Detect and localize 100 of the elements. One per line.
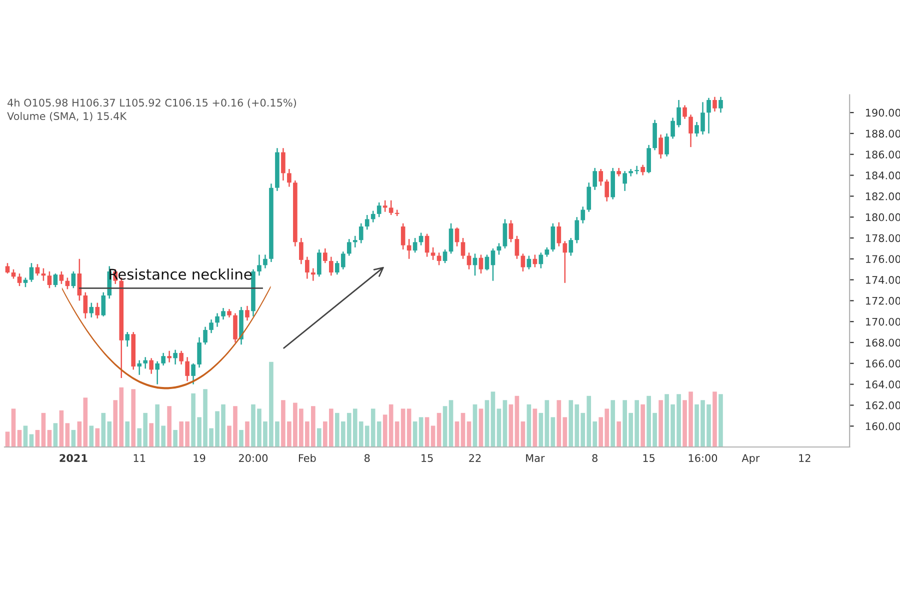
candlestick: [388, 200, 394, 216]
candlestick: [263, 254, 268, 269]
bar: [430, 426, 436, 447]
candlestick: [586, 182, 592, 212]
x-tick-label: Mar: [526, 454, 545, 462]
bar: [472, 404, 478, 447]
bar: [484, 400, 490, 447]
bar: [550, 417, 556, 447]
candlestick: [718, 96, 723, 114]
candlestick: [281, 147, 286, 182]
bar: [508, 404, 514, 447]
candlestick: [358, 222, 364, 244]
bar: [490, 392, 496, 447]
bar: [17, 430, 22, 447]
bar: [59, 410, 64, 447]
candlestick: [221, 307, 226, 320]
bar: [125, 421, 130, 447]
x-tick-label: 22: [469, 454, 481, 462]
candlestick: [173, 349, 178, 366]
candlestick: [179, 350, 184, 366]
bar: [544, 400, 550, 447]
bar: [658, 400, 663, 447]
bar: [400, 408, 406, 447]
candlestick: [706, 97, 711, 134]
x-tick-label: 2021: [60, 454, 88, 462]
candlestick: [53, 272, 58, 288]
candlestick: [520, 253, 526, 272]
candlestick: [311, 268, 316, 282]
x-tick-label: 8: [592, 454, 598, 462]
candlestick: [448, 222, 454, 254]
candlestick: [640, 164, 645, 176]
x-tick-label: 19: [194, 454, 206, 462]
candlestick: [478, 254, 484, 274]
bar: [71, 430, 76, 447]
candlestick: [346, 238, 352, 256]
bar: [95, 428, 100, 447]
candlestick: [17, 272, 22, 287]
candlestick: [143, 356, 148, 370]
bar: [65, 423, 70, 447]
candlestick: [352, 235, 358, 248]
candlestick: [604, 178, 610, 202]
candlestick: [245, 305, 250, 322]
candlestick: [323, 248, 328, 264]
bar: [478, 408, 484, 447]
x-tick-label: Apr: [742, 454, 760, 464]
candlestick: [364, 214, 370, 230]
bar: [502, 400, 508, 447]
candlestick: [622, 170, 627, 192]
bar: [496, 408, 502, 447]
candlestick: [197, 336, 202, 368]
candlestick: [502, 218, 508, 250]
candlestick: [400, 222, 406, 250]
bar: [514, 396, 520, 447]
candlestick: [556, 222, 562, 247]
candlestick: [83, 292, 88, 320]
bar: [412, 421, 418, 447]
candlestick: [634, 165, 639, 175]
bar: [11, 408, 16, 447]
candlestick: [664, 132, 669, 158]
bar: [424, 417, 430, 447]
candlestick: [436, 252, 442, 266]
bar: [317, 428, 322, 447]
bar: [616, 421, 622, 447]
candlestick: [592, 167, 598, 191]
candlestick: [95, 302, 100, 320]
candlestick: [29, 262, 34, 282]
candlestick: [514, 235, 520, 260]
annotation: 4h O105.98 H106.37 L105.92 C106.15 +0.16 (+0.15%): [8, 98, 296, 108]
candlestick: [568, 237, 574, 256]
bar: [520, 421, 526, 447]
candlestick: [550, 222, 556, 252]
candlestick: [149, 358, 154, 374]
candlestick: [155, 360, 160, 385]
candlestick: [460, 237, 466, 260]
candlestick: [305, 256, 310, 280]
candlestick: [682, 104, 687, 120]
bar: [532, 408, 538, 447]
candlestick: [328, 256, 334, 276]
candlestick: [562, 240, 568, 284]
candlestick: [574, 216, 580, 244]
bar: [538, 412, 544, 447]
candlestick: [466, 252, 472, 270]
candlestick: [161, 352, 166, 366]
x-tick-label: 12: [799, 454, 810, 462]
bar: [173, 430, 178, 447]
x-tick-label: 8: [364, 454, 370, 462]
bar: [394, 421, 400, 447]
candlestick: [167, 350, 172, 363]
bar: [245, 421, 250, 447]
candlestick: [101, 292, 106, 317]
candlestick: [125, 331, 130, 348]
candlestick: [484, 254, 490, 271]
candlestick: [317, 248, 322, 278]
candlestick: [215, 312, 220, 328]
bar: [167, 406, 172, 447]
x-tick-label: Feb: [298, 454, 316, 462]
candlestick: [424, 233, 430, 258]
bar: [47, 430, 52, 447]
candlestick: [185, 356, 190, 382]
candlestick: [59, 270, 64, 285]
